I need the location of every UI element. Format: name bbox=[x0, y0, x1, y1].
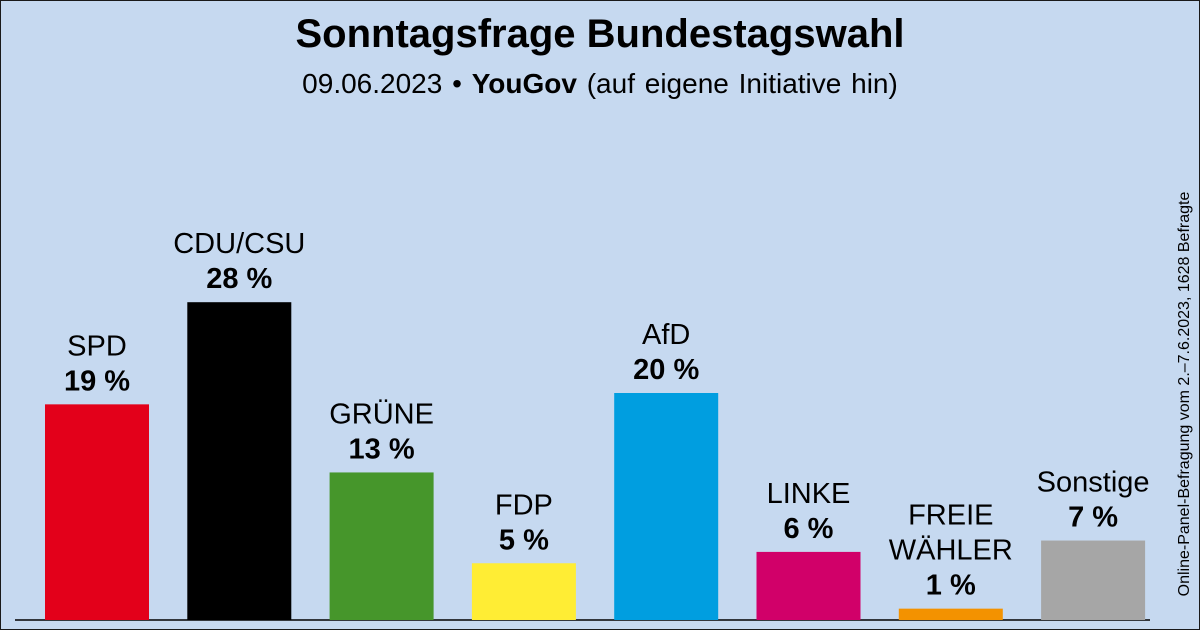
category-label-afd: AfD bbox=[642, 319, 690, 351]
category-label-grüne: GRÜNE bbox=[329, 398, 434, 430]
bar-grüne bbox=[329, 472, 434, 620]
bars-group bbox=[45, 302, 1146, 620]
value-label-grüne: 13 % bbox=[349, 433, 415, 465]
value-label-sonstige: 7 % bbox=[1068, 502, 1118, 534]
category-label-freie-wähler-line-2: WÄHLER bbox=[889, 535, 1013, 567]
category-label-fdp: FDP bbox=[495, 489, 553, 521]
poll-note: (auf eigene Initiative hin) bbox=[586, 68, 898, 99]
poll-institute: YouGov bbox=[471, 68, 577, 99]
category-label-sonstige: Sonstige bbox=[1037, 467, 1150, 499]
value-label-spd: 19 % bbox=[64, 365, 130, 397]
bar-afd bbox=[614, 393, 719, 620]
category-label-freie-wähler-line-1: FREIE bbox=[908, 500, 993, 532]
value-label-cdu-csu: 28 % bbox=[206, 263, 272, 295]
category-label-cdu-csu: CDU/CSU bbox=[173, 228, 305, 260]
category-label-linke: LINKE bbox=[767, 478, 851, 510]
bar-fdp bbox=[471, 563, 576, 620]
labels-group: 19 %SPD 28 %CDU/CSU 13 %GRÜNE 5 %FDP 20 %AfD… bbox=[64, 228, 1150, 601]
bar-freie-wähler bbox=[898, 608, 1003, 620]
bar-linke bbox=[756, 551, 861, 620]
category-label-spd: SPD bbox=[67, 330, 127, 362]
bar-spd bbox=[45, 404, 149, 620]
chart-title: Sonntagsfrage Bundestagswahl bbox=[295, 12, 905, 56]
value-label-freie-wähler: 1 % bbox=[926, 570, 976, 602]
chart-subtitle: 09.06.2023 • YouGov (auf eigene Initiati… bbox=[0, 68, 1200, 100]
bar-sonstige bbox=[1041, 540, 1146, 620]
value-label-afd: 20 % bbox=[633, 354, 699, 386]
value-label-fdp: 5 % bbox=[499, 524, 549, 556]
bar-cdu-csu bbox=[187, 302, 292, 620]
subtitle-separator: • bbox=[452, 68, 462, 99]
poll-date: 09.06.2023 bbox=[302, 68, 443, 99]
value-label-linke: 6 % bbox=[784, 513, 834, 545]
